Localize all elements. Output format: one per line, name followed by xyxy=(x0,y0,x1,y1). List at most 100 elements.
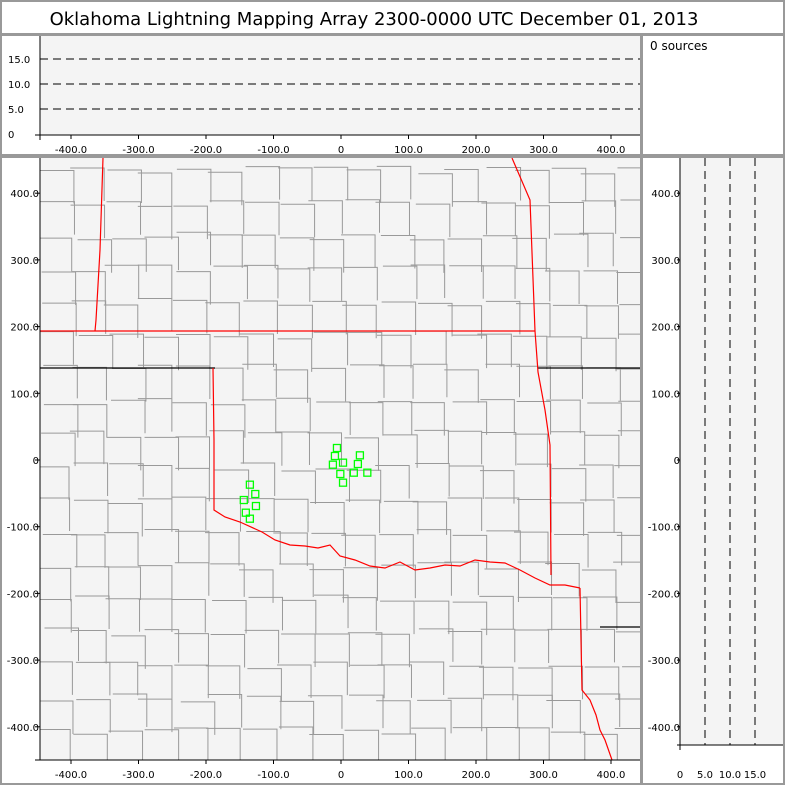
county-border xyxy=(550,731,586,760)
county-border xyxy=(209,367,244,402)
county-border xyxy=(616,534,640,536)
x-tick-label: 10.0 xyxy=(719,770,741,781)
map-axes: -400.0 -300.0 -200.0 -100.0 0 100.0 200.0 300.0… xyxy=(7,158,640,781)
county-border xyxy=(69,430,105,465)
county-border xyxy=(137,665,173,699)
station-marker xyxy=(338,458,348,467)
county-border xyxy=(213,336,249,370)
county-border xyxy=(275,268,311,302)
county-borders xyxy=(40,165,640,760)
county-border xyxy=(210,634,246,668)
x-tick-label: 0 xyxy=(677,770,683,781)
county-border xyxy=(137,264,173,299)
county-border xyxy=(175,365,211,400)
county-border xyxy=(209,430,244,464)
station-marker xyxy=(355,451,365,460)
county-border xyxy=(112,238,147,272)
county-border xyxy=(587,402,622,436)
county-border xyxy=(311,532,346,567)
county-border xyxy=(241,399,277,433)
y-tick-label: -300.0 xyxy=(648,656,680,667)
y-tick-label: 400.0 xyxy=(651,189,680,200)
county-border xyxy=(447,430,483,465)
station-marker xyxy=(353,459,363,469)
map-plot[interactable] xyxy=(35,158,656,768)
county-border xyxy=(512,335,548,370)
county-border xyxy=(381,733,417,760)
county-border xyxy=(137,498,173,532)
x-tick-label: 15.0 xyxy=(744,770,766,781)
county-border xyxy=(312,300,347,335)
county-border xyxy=(247,432,283,466)
county-border xyxy=(412,501,448,535)
county-border xyxy=(246,695,282,730)
county-border xyxy=(418,302,453,337)
county-border xyxy=(277,664,312,699)
y-tick-label: 100.0 xyxy=(10,389,39,400)
county-border xyxy=(619,304,640,306)
county-border xyxy=(514,629,550,664)
station-marker xyxy=(332,443,342,453)
y-tick-label: 100.0 xyxy=(651,389,680,400)
county-border xyxy=(583,270,619,304)
county-border xyxy=(212,600,247,634)
county-border xyxy=(381,301,417,335)
county-border xyxy=(40,728,71,760)
county-border xyxy=(518,667,553,701)
county-border xyxy=(73,462,109,497)
county-border xyxy=(447,697,483,732)
x-tick-label: -100.0 xyxy=(257,145,289,156)
county-border xyxy=(137,598,173,632)
county-border xyxy=(213,265,248,300)
county-border xyxy=(380,235,416,269)
county-border xyxy=(144,529,180,563)
county-border xyxy=(549,202,585,236)
county-border xyxy=(75,595,110,629)
county-border xyxy=(616,271,640,273)
county-border xyxy=(345,499,381,534)
county-border xyxy=(480,399,515,433)
county-border xyxy=(71,271,106,305)
y-tick-label: -300.0 xyxy=(7,656,39,667)
y-tick-label: 0 xyxy=(674,456,680,467)
stations xyxy=(239,443,372,523)
county-border xyxy=(410,402,445,436)
county-border xyxy=(137,464,173,499)
station-marker xyxy=(245,514,255,523)
county-border xyxy=(279,700,315,735)
county-border xyxy=(418,173,453,207)
county-border xyxy=(411,727,446,760)
county-border xyxy=(481,431,517,466)
county-border xyxy=(144,729,180,760)
county-border xyxy=(42,302,77,337)
x-tick-label: 100.0 xyxy=(394,145,423,156)
county-border xyxy=(515,727,550,760)
x-tick-label: 300.0 xyxy=(529,770,558,781)
county-border xyxy=(584,305,619,339)
altitude-y-plot[interactable] xyxy=(680,158,783,745)
county-border xyxy=(479,595,514,630)
county-border xyxy=(342,597,377,631)
county-border xyxy=(379,365,414,399)
county-border xyxy=(315,633,350,667)
county-border xyxy=(552,597,588,631)
county-border xyxy=(309,569,344,603)
county-border xyxy=(346,469,382,504)
x-tick-label: 200.0 xyxy=(462,770,491,781)
county-border xyxy=(137,398,173,432)
county-border xyxy=(343,266,378,301)
county-border xyxy=(615,698,640,700)
county-border xyxy=(40,237,73,272)
county-border xyxy=(551,167,587,202)
county-border xyxy=(515,205,550,239)
county-border xyxy=(239,333,275,367)
county-border xyxy=(176,334,211,368)
county-border xyxy=(620,199,640,201)
county-border xyxy=(174,633,209,667)
county-border xyxy=(106,566,141,601)
county-border xyxy=(341,534,376,569)
county-border xyxy=(478,666,514,701)
state-borders xyxy=(40,158,640,760)
county-border xyxy=(617,430,640,432)
altitude-x-plot[interactable] xyxy=(40,36,640,135)
